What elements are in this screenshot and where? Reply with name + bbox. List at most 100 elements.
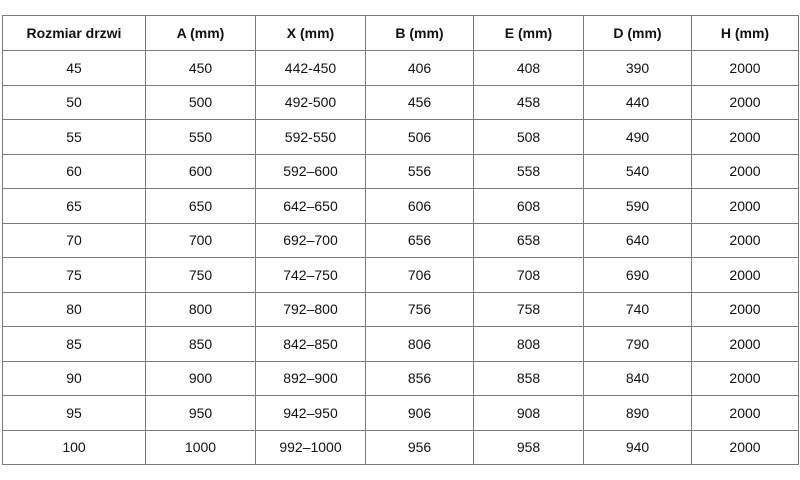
table-cell: 858 (473, 360, 584, 396)
table-cell: 808 (473, 326, 584, 362)
table-cell: 492-500 (255, 84, 366, 120)
table-row: 95 950 942–950 906 908 890 2000 (2, 395, 799, 431)
table-cell: 640 (583, 222, 692, 258)
table-cell: 708 (473, 257, 584, 293)
table-cell: 75 (2, 257, 146, 293)
table-cell: 750 (145, 257, 256, 293)
table-cell: 2000 (691, 395, 799, 431)
table-cell: 55 (2, 119, 146, 155)
table-row: 60 600 592–600 556 558 540 2000 (2, 153, 799, 189)
table-cell: 458 (473, 84, 584, 120)
table-cell: 608 (473, 188, 584, 224)
table-cell: 690 (583, 257, 692, 293)
table-cell: 892–900 (255, 360, 366, 396)
table-cell: 840 (583, 360, 692, 396)
table-row: 75 750 742–750 706 708 690 2000 (2, 257, 799, 293)
dimensions-table: Rozmiar drzwi A (mm) X (mm) B (mm) E (mm) D (… (2, 15, 799, 465)
table-row: 55 550 592-550 506 508 490 2000 (2, 119, 799, 155)
table-cell: 2000 (691, 119, 799, 155)
column-header: H (mm) (691, 15, 799, 51)
table-cell: 95 (2, 395, 146, 431)
column-header: D (mm) (583, 15, 692, 51)
table-cell: 740 (583, 291, 692, 327)
table-cell: 1000 (145, 429, 256, 465)
table-cell: 658 (473, 222, 584, 258)
table-cell: 2000 (691, 429, 799, 465)
table-cell: 2000 (691, 291, 799, 327)
table-row: 90 900 892–900 856 858 840 2000 (2, 360, 799, 396)
table-cell: 540 (583, 153, 692, 189)
table-cell: 642–650 (255, 188, 366, 224)
table-cell: 45 (2, 50, 146, 86)
table-cell: 590 (583, 188, 692, 224)
table-cell: 742–750 (255, 257, 366, 293)
table-cell: 556 (365, 153, 474, 189)
table-cell: 940 (583, 429, 692, 465)
column-header: B (mm) (365, 15, 474, 51)
table-cell: 2000 (691, 153, 799, 189)
table-cell: 550 (145, 119, 256, 155)
table-row: 45 450 442-450 406 408 390 2000 (2, 50, 799, 86)
table-cell: 592-550 (255, 119, 366, 155)
table-cell: 2000 (691, 257, 799, 293)
table-row: 85 850 842–850 806 808 790 2000 (2, 326, 799, 362)
table-cell: 856 (365, 360, 474, 396)
column-header: E (mm) (473, 15, 584, 51)
table-cell: 2000 (691, 326, 799, 362)
table-cell: 606 (365, 188, 474, 224)
table-cell: 100 (2, 429, 146, 465)
table-cell: 2000 (691, 50, 799, 86)
table-cell: 942–950 (255, 395, 366, 431)
table-cell: 958 (473, 429, 584, 465)
table-cell: 80 (2, 291, 146, 327)
table-cell: 2000 (691, 360, 799, 396)
table-cell: 500 (145, 84, 256, 120)
table-cell: 800 (145, 291, 256, 327)
table-cell: 65 (2, 188, 146, 224)
table-row: 100 1000 992–1000 956 958 940 2000 (2, 429, 799, 465)
table-cell: 692–700 (255, 222, 366, 258)
table-cell: 90 (2, 360, 146, 396)
table-cell: 50 (2, 84, 146, 120)
table-cell: 908 (473, 395, 584, 431)
table-cell: 85 (2, 326, 146, 362)
table-cell: 906 (365, 395, 474, 431)
table-cell: 850 (145, 326, 256, 362)
table-cell: 758 (473, 291, 584, 327)
table-cell: 706 (365, 257, 474, 293)
table-cell: 956 (365, 429, 474, 465)
table-cell: 790 (583, 326, 692, 362)
table-cell: 506 (365, 119, 474, 155)
table-cell: 600 (145, 153, 256, 189)
table-cell: 456 (365, 84, 474, 120)
table-cell: 2000 (691, 188, 799, 224)
table-cell: 2000 (691, 84, 799, 120)
table-cell: 60 (2, 153, 146, 189)
table-cell: 656 (365, 222, 474, 258)
table-cell: 442-450 (255, 50, 366, 86)
table-cell: 650 (145, 188, 256, 224)
table-row: 80 800 792–800 756 758 740 2000 (2, 291, 799, 327)
header-row: Rozmiar drzwi A (mm) X (mm) B (mm) E (mm) D (… (2, 15, 799, 51)
table-cell: 408 (473, 50, 584, 86)
table-cell: 890 (583, 395, 692, 431)
table-cell: 440 (583, 84, 692, 120)
table-cell: 450 (145, 50, 256, 86)
table-row: 65 650 642–650 606 608 590 2000 (2, 188, 799, 224)
table-cell: 756 (365, 291, 474, 327)
table-cell: 806 (365, 326, 474, 362)
column-header: A (mm) (145, 15, 256, 51)
table-cell: 406 (365, 50, 474, 86)
table-cell: 70 (2, 222, 146, 258)
table-cell: 700 (145, 222, 256, 258)
table-cell: 390 (583, 50, 692, 86)
table-row: 50 500 492-500 456 458 440 2000 (2, 84, 799, 120)
table-cell: 490 (583, 119, 692, 155)
table-cell: 842–850 (255, 326, 366, 362)
table-cell: 992–1000 (255, 429, 366, 465)
table-cell: 2000 (691, 222, 799, 258)
table-cell: 558 (473, 153, 584, 189)
table-cell: 592–600 (255, 153, 366, 189)
table-row: 70 700 692–700 656 658 640 2000 (2, 222, 799, 258)
table-cell: 792–800 (255, 291, 366, 327)
